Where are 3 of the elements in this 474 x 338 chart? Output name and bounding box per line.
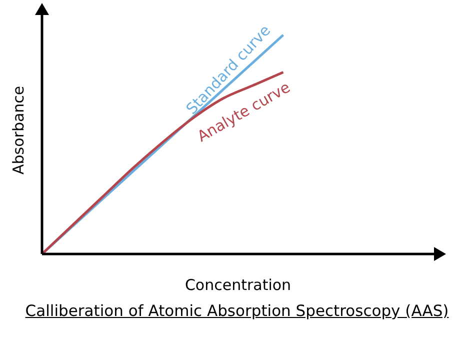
x-axis-title: Concentration <box>184 276 292 294</box>
text: Calliberation of Atomic Absorption Spectroscopy (AAS) <box>24 302 450 320</box>
y-axis-title: Absorbance <box>9 86 28 174</box>
